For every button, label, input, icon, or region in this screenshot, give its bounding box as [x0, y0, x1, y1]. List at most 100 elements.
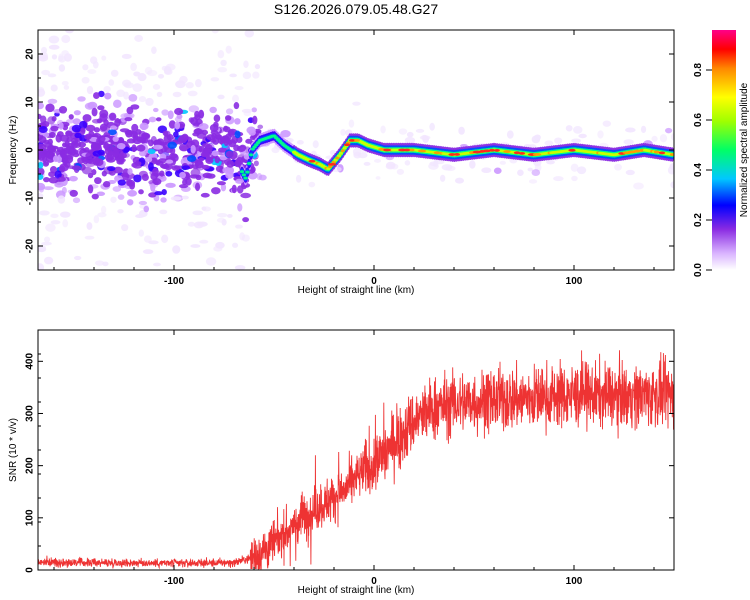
spectrogram-core-blob [38, 113, 42, 120]
spectrogram-noise-blob [43, 186, 54, 191]
spectrogram-noise-blob [499, 160, 506, 165]
spectrogram-noise-blob [148, 240, 159, 245]
spectrogram-noise-blob [576, 166, 587, 175]
spectrogram-noise-blob [244, 30, 255, 38]
spectrogram-noise-blob [421, 134, 428, 140]
spectrogram-core-blob [159, 153, 167, 160]
spectrogram-core-blob [166, 134, 174, 141]
spectrogram-core-blob [73, 110, 81, 116]
spectrogram-core-blob [147, 148, 156, 155]
snr-ticks: -100 0 100 0 100 200 300 400 [25, 329, 674, 587]
y-tick-label: -20 [25, 238, 36, 253]
spectrogram-core-blob [107, 129, 117, 136]
spectrogram-y-label: Frequency (Hz) [8, 116, 19, 185]
spectrogram-x-label: Height of straight line (km) [298, 285, 415, 296]
spectrogram-noise-blob [237, 203, 243, 212]
spectrogram-noise-blob [429, 161, 438, 167]
spectrogram-noise-blob [38, 192, 44, 199]
colorbar-tick-label: 0.4 [693, 163, 704, 177]
spectrogram-noise-blob [153, 107, 159, 113]
spectrogram-signal-cell [326, 167, 331, 171]
spectrogram-peak [348, 139, 356, 142]
spectrogram-noise-blob [415, 128, 425, 133]
spectrogram-noise-blob [640, 125, 647, 134]
spectrogram-core-blob [58, 106, 68, 114]
spectrogram-noise-blob [234, 85, 244, 91]
colorbar-tick-label: 0.6 [693, 113, 704, 127]
spectrogram-noise-blob [190, 244, 201, 248]
spectrogram-noise-blob [209, 106, 217, 114]
spectrogram-core-blob [51, 115, 57, 122]
spectrogram-signal-cell [342, 146, 347, 150]
x-tick-label: -100 [164, 276, 184, 287]
spectrogram-core-blob [141, 132, 150, 139]
spectrogram-noise-blob [217, 212, 228, 218]
spectrogram-noise-blob [138, 229, 144, 237]
spectrogram-noise-blob [242, 71, 252, 80]
spectrogram-noise-blob [59, 211, 71, 218]
spectrogram-noise-blob [553, 176, 564, 182]
spectrogram-noise-blob [50, 84, 58, 92]
spectrogram-core-blob [179, 171, 186, 179]
spectrogram-core-blob [198, 109, 205, 119]
spectrogram-noise-blob [256, 173, 263, 181]
spectrogram-core-blob [223, 137, 229, 147]
spectrogram-noise-blob [534, 134, 541, 141]
y-tick-label: 10 [25, 96, 36, 108]
colorbar-label: Normalized spectral amplitude [739, 82, 750, 217]
spectrogram-signal-cell [254, 143, 259, 147]
colorbar-gradient [712, 30, 736, 270]
spectrogram-core-blob [50, 125, 59, 132]
spectrogram-peak [488, 148, 496, 152]
spectrogram-noise-blob [404, 136, 416, 144]
spectrogram-core-blob [177, 136, 188, 144]
spectrogram-noise-blob [130, 62, 137, 72]
spectrogram-noise-blob [571, 138, 582, 143]
spectrogram-core-blob [226, 160, 235, 168]
spectrogram-noise-blob [295, 174, 302, 183]
spectrogram-peak [343, 143, 351, 147]
spectrogram-noise-blob [570, 163, 579, 172]
spectrogram-core-blob [187, 155, 197, 162]
spectrogram-core-blob [205, 173, 216, 179]
spectrogram-noise-blob [187, 90, 198, 97]
spectrogram-noise-blob [138, 200, 148, 206]
spectrogram-core-blob [94, 177, 102, 185]
spectrogram-signal-cell [248, 153, 254, 157]
spectrogram-core-blob [91, 193, 99, 200]
spectrogram-core-blob [135, 129, 142, 135]
spectrogram-core-blob [216, 181, 226, 186]
spectrogram-core-blob [127, 168, 133, 175]
spectrogram-noise-blob [123, 112, 135, 119]
spectrogram-core-blob [45, 154, 55, 163]
spectrogram-noise-blob [253, 160, 259, 167]
spectrogram-noise-blob [659, 134, 668, 143]
spectrogram-noise-blob [63, 85, 70, 90]
spectrogram-noise-blob [205, 257, 217, 266]
spectrogram-core-blob [224, 115, 232, 121]
spectrogram-core-blob [112, 148, 120, 158]
spectrogram-noise-blob [97, 212, 107, 218]
spectrogram-noise-blob [232, 94, 240, 103]
spectrogram-noise-blob [86, 85, 94, 95]
spectrogram-core-blob [159, 170, 165, 177]
spectrogram-noise-blob [213, 245, 223, 252]
spectrogram-core-blob [106, 143, 115, 153]
spectrogram-core-blob [108, 112, 117, 121]
spectrogram-noise-blob [116, 89, 126, 98]
spectrogram-core-blob [174, 107, 184, 115]
spectrogram-signal-cell [335, 156, 340, 160]
spectrogram-noise-blob [157, 73, 165, 79]
colorbar: 0.0 0.2 0.4 0.6 0.8 Normalized spectral ampl… [693, 30, 750, 277]
spectrogram-noise-blob [352, 101, 361, 106]
snr-x-label: Height of straight line (km) [298, 585, 415, 596]
spectrogram-core-blob [68, 114, 74, 120]
spectrogram-noise-blob [193, 221, 204, 229]
spectrogram-core-blob [87, 184, 94, 194]
spectrogram-core-blob [38, 136, 47, 144]
spectrogram-image [38, 30, 674, 270]
spectrogram-core-blob [74, 132, 82, 139]
spectrogram-noise-blob [151, 46, 157, 54]
spectrogram-signal-cell [340, 149, 345, 153]
spectrogram-noise-blob [86, 222, 93, 230]
